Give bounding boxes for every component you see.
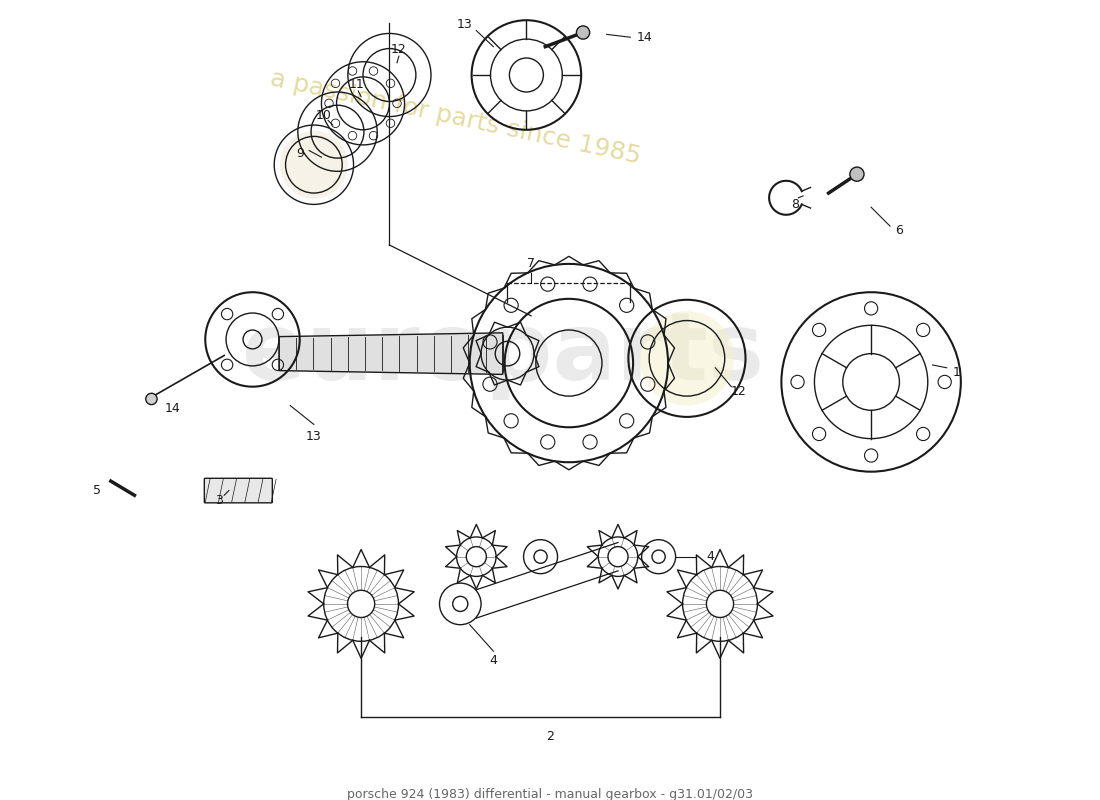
Text: 13: 13 — [306, 430, 322, 443]
Text: 13: 13 — [458, 18, 473, 31]
Text: 11: 11 — [349, 78, 364, 91]
Text: porsche 924 (1983) differential - manual gearbox - g31.01/02/03: porsche 924 (1983) differential - manual… — [346, 788, 754, 800]
Circle shape — [640, 311, 734, 406]
Text: a passion for parts since 1985: a passion for parts since 1985 — [268, 66, 644, 169]
Circle shape — [146, 394, 157, 405]
FancyBboxPatch shape — [205, 478, 273, 503]
Text: 2: 2 — [546, 730, 554, 742]
Circle shape — [279, 130, 348, 198]
Polygon shape — [279, 333, 503, 374]
Text: 4: 4 — [490, 654, 497, 667]
Text: 14: 14 — [637, 30, 652, 44]
Text: 9: 9 — [296, 147, 304, 160]
Text: 8: 8 — [792, 198, 800, 211]
Text: 14: 14 — [164, 402, 180, 415]
Circle shape — [850, 167, 864, 182]
Text: 12: 12 — [390, 43, 407, 56]
Text: 4: 4 — [706, 550, 715, 563]
Circle shape — [576, 26, 590, 39]
Text: 1: 1 — [953, 366, 960, 379]
Text: 5: 5 — [92, 484, 101, 497]
Text: 12: 12 — [732, 385, 747, 398]
Text: 3: 3 — [216, 494, 223, 506]
Text: 10: 10 — [316, 109, 331, 122]
Text: europarts: europarts — [242, 308, 763, 400]
Text: 7: 7 — [527, 258, 535, 270]
Text: 6: 6 — [895, 224, 903, 238]
